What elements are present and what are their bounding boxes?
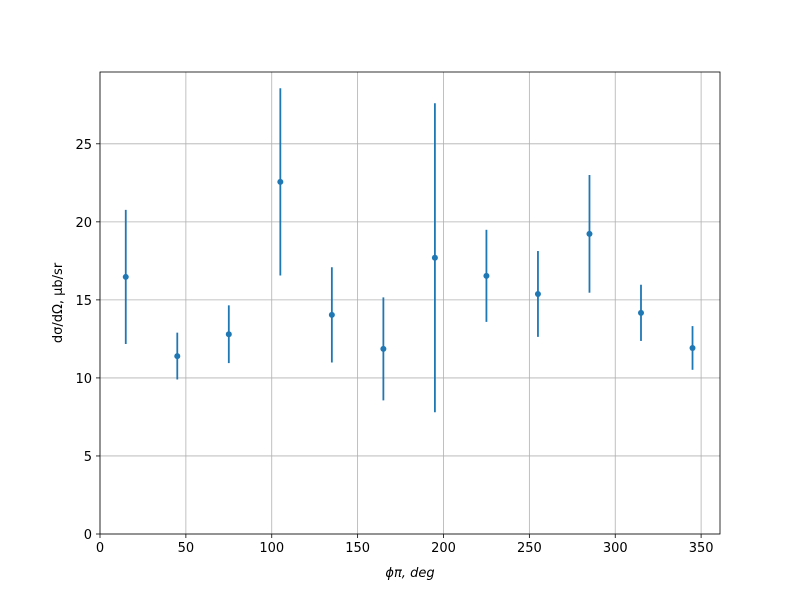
x-tick-label: 150 xyxy=(345,541,370,556)
data-point xyxy=(122,273,129,280)
y-tick-label: 25 xyxy=(75,138,92,153)
x-tick-label: 200 xyxy=(431,541,456,556)
data-point xyxy=(483,272,490,279)
data-point xyxy=(637,309,644,316)
data-point xyxy=(277,178,284,185)
y-tick-label: 5 xyxy=(84,450,92,465)
data-point xyxy=(586,230,593,237)
y-tick-label: 0 xyxy=(84,528,92,543)
y-tick-label: 10 xyxy=(75,372,92,387)
data-point xyxy=(534,290,541,297)
plot-frame xyxy=(99,71,721,535)
data-point xyxy=(431,254,438,261)
x-tick-label: 100 xyxy=(259,541,284,556)
data-point xyxy=(380,345,387,352)
x-tick-label: 50 xyxy=(178,541,195,556)
x-tick-label: 300 xyxy=(603,541,628,556)
data-point xyxy=(689,344,696,351)
y-tick-label: 15 xyxy=(75,294,92,309)
y-axis-label: dσ/dΩ, μb/sr xyxy=(51,262,66,343)
data-point xyxy=(328,311,335,318)
data-point xyxy=(225,331,232,338)
x-tick-label: 250 xyxy=(517,541,542,556)
data-point xyxy=(174,353,181,360)
y-tick-label: 20 xyxy=(75,216,92,231)
x-tick-label: 350 xyxy=(689,541,714,556)
x-axis-label: ϕπ, deg xyxy=(385,566,434,581)
x-tick-label: 0 xyxy=(96,541,104,556)
